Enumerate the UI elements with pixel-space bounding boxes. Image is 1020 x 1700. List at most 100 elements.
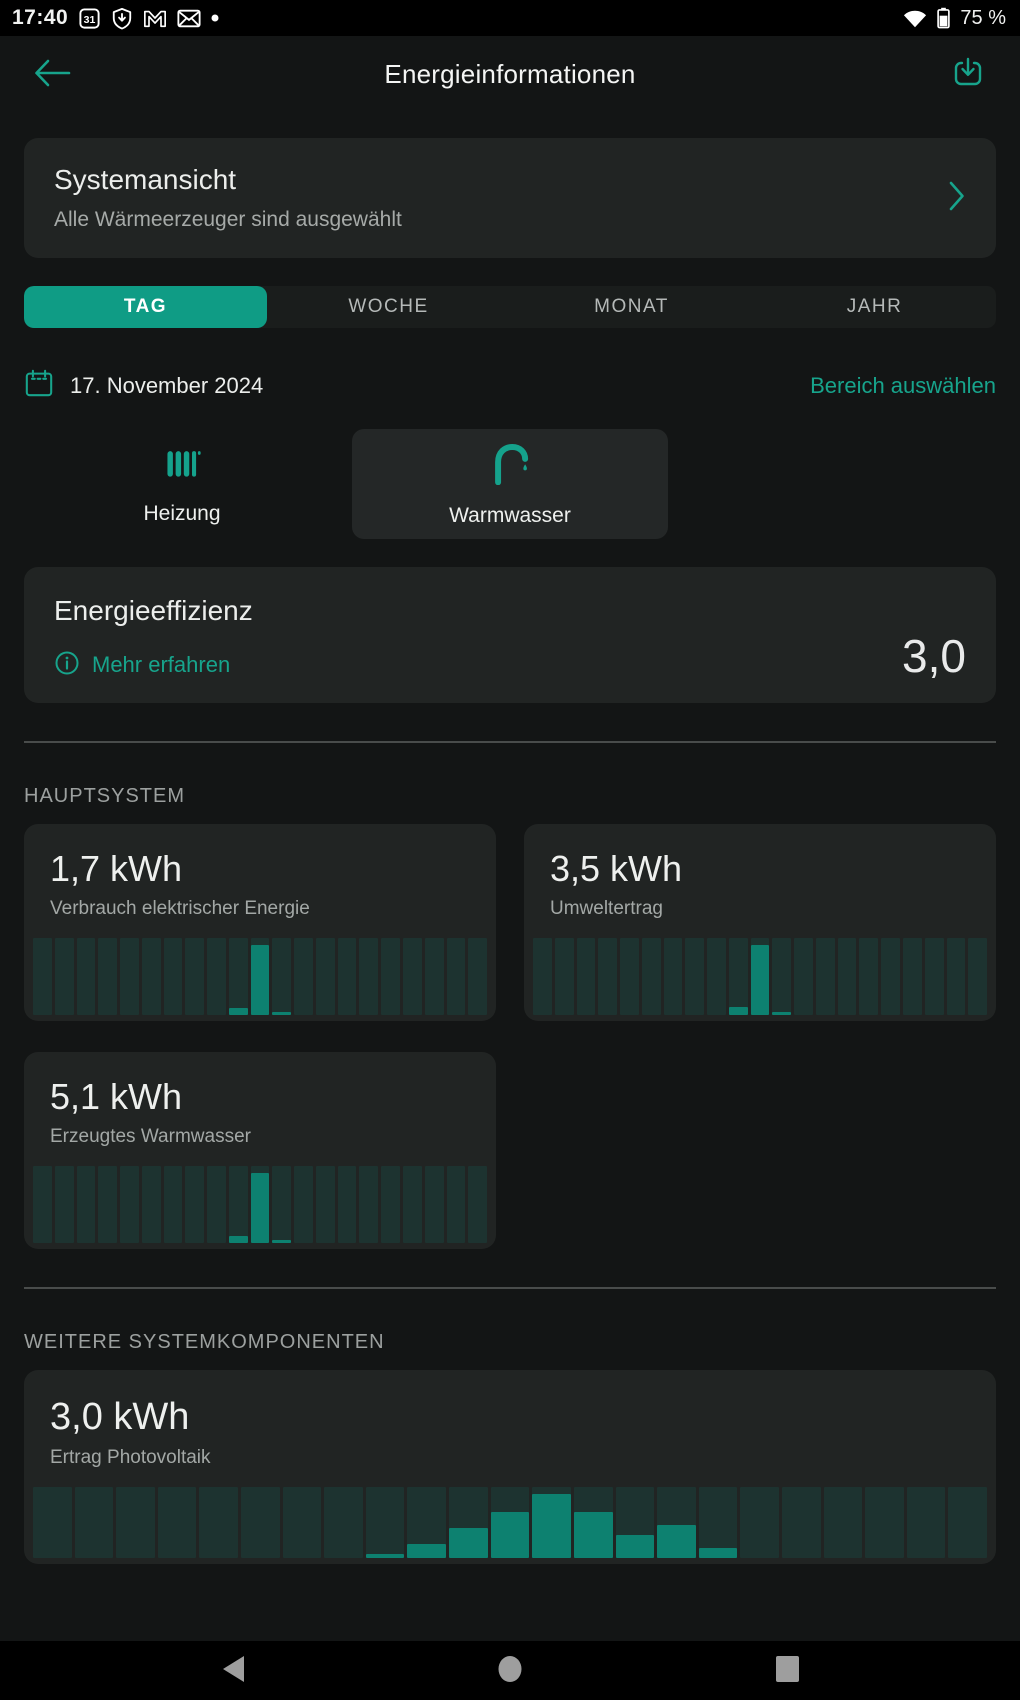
battery-icon <box>937 7 951 29</box>
select-range-link[interactable]: Bereich auswählen <box>810 372 996 398</box>
envelope-icon <box>177 9 201 28</box>
nav-home-button[interactable] <box>465 1641 555 1700</box>
play-protect-shield-icon <box>111 7 133 30</box>
system-view-text: Systemansicht Alle Wärmeerzeuger sind au… <box>54 164 402 232</box>
system-view-card[interactable]: Systemansicht Alle Wärmeerzeuger sind au… <box>24 138 996 258</box>
chart-bar <box>76 938 96 1015</box>
chart-bar <box>598 938 618 1015</box>
selected-date: 17. November 2024 <box>70 372 264 398</box>
tab-tag[interactable]: TAG <box>24 286 267 328</box>
chart-bar <box>294 1166 313 1243</box>
chart-bar <box>554 938 574 1015</box>
nav-back-button[interactable] <box>188 1641 278 1700</box>
chart-bar <box>337 938 357 1015</box>
chart-bar <box>663 938 683 1015</box>
chart-bar <box>750 938 770 1015</box>
status-bar-left: 17:40 31 <box>12 6 219 30</box>
chart-bar <box>33 1487 72 1558</box>
chart-bar <box>407 1487 447 1558</box>
chart-bar <box>449 1487 488 1558</box>
chart-bar <box>381 938 401 1015</box>
chart-bar <box>74 1487 114 1558</box>
android-nav-bar <box>0 1641 1020 1700</box>
back-arrow-icon <box>33 58 71 91</box>
chart-bar <box>54 938 74 1015</box>
chart-bar <box>163 938 183 1015</box>
page-title: Energieinformationen <box>384 58 636 89</box>
efficiency-value: 3,0 <box>902 630 966 682</box>
environmental-yield-card[interactable]: 3,5 kWh Umweltertrag <box>524 824 996 1021</box>
chart-bar <box>794 938 813 1015</box>
chart-bar <box>815 938 835 1015</box>
download-icon <box>951 56 985 93</box>
radiator-icon <box>160 443 204 486</box>
tab-woche[interactable]: WOCHE <box>267 286 510 328</box>
back-button[interactable] <box>30 52 74 96</box>
filter-heizung[interactable]: Heizung <box>24 429 340 539</box>
tab-monat[interactable]: MONAT <box>510 286 753 328</box>
metric-top: 3,5 kWh Umweltertrag <box>524 824 996 920</box>
chart-bar <box>163 1166 183 1243</box>
filter-label: Warmwasser <box>449 503 571 527</box>
chart-bar <box>120 1166 139 1243</box>
chart-bar <box>903 938 922 1015</box>
chart-bar <box>315 938 335 1015</box>
chart-bar <box>576 938 596 1015</box>
chart-bar <box>365 1487 405 1558</box>
gmail-icon <box>143 8 167 28</box>
chart-bar <box>141 1166 161 1243</box>
hot-water-value: 5,1 kWh <box>50 1076 183 1117</box>
chart-bar <box>533 938 552 1015</box>
date-picker[interactable]: 17. November 2024 <box>24 368 263 403</box>
chart-bar <box>250 1166 270 1243</box>
chart-bar <box>228 1166 248 1243</box>
chart-bar <box>403 1166 422 1243</box>
metric-top: 5,1 kWh Erzeugtes Warmwasser <box>24 1052 496 1148</box>
chart-bar <box>120 938 139 1015</box>
chart-bar <box>615 1487 655 1558</box>
battery-percentage: 75 % <box>960 6 1006 29</box>
chart-bar <box>641 938 661 1015</box>
filter-warmwasser[interactable]: Warmwasser <box>352 429 668 539</box>
chart-bar <box>707 938 726 1015</box>
metric-top: 1,7 kWh Verbrauch elektrischer Energie <box>24 824 496 920</box>
learn-more-label: Mehr erfahren <box>92 651 231 677</box>
chart-bar <box>33 938 52 1015</box>
chart-bar <box>740 1487 779 1558</box>
chart-bar <box>468 1166 488 1243</box>
photovoltaic-card[interactable]: 3,0 kWh Ertrag Photovoltaik <box>24 1370 996 1564</box>
app-header: Energieinformationen <box>0 36 1020 112</box>
chart-bar <box>337 1166 357 1243</box>
chart-bar <box>228 938 248 1015</box>
chart-bar <box>272 1166 292 1243</box>
chart-bar <box>859 938 879 1015</box>
chart-bar <box>865 1487 904 1558</box>
period-tab-bar: TAG WOCHE MONAT JAHR <box>24 286 996 328</box>
chart-bar <box>924 938 944 1015</box>
chart-bar <box>685 938 705 1015</box>
consumption-label: Verbrauch elektrischer Energie <box>50 898 310 919</box>
learn-more-link[interactable]: Mehr erfahren <box>54 650 230 679</box>
chart-bar <box>294 938 313 1015</box>
tab-jahr[interactable]: JAHR <box>753 286 996 328</box>
section-label-weitere-systemkomponenten: WEITERE SYSTEMKOMPONENTEN <box>24 1331 385 1353</box>
energy-efficiency-card: Energieeffizienz Mehr erfahren 3,0 <box>24 567 996 703</box>
system-view-subtitle: Alle Wärmeerzeuger sind ausgewählt <box>54 208 402 231</box>
nav-recents-button[interactable] <box>743 1641 833 1700</box>
chart-bar <box>620 938 639 1015</box>
hot-water-card[interactable]: 5,1 kWh Erzeugtes Warmwasser <box>24 1052 496 1249</box>
efficiency-title: Energieeffizienz <box>54 595 253 626</box>
filter-label: Heizung <box>143 501 221 525</box>
grid-empty-slot <box>524 1052 996 1249</box>
status-bar: 17:40 31 75 % <box>0 0 1020 36</box>
chart-bar <box>881 938 901 1015</box>
status-bar-right: 75 % <box>903 7 1006 30</box>
export-button[interactable] <box>946 52 990 96</box>
filter-row: Heizung Warmwasser <box>24 429 996 539</box>
consumption-card[interactable]: 1,7 kWh Verbrauch elektrischer Energie <box>24 824 496 1021</box>
chart-bar <box>468 938 488 1015</box>
content: Systemansicht Alle Wärmeerzeuger sind au… <box>0 138 1020 1564</box>
environmental-yield-chart <box>533 938 988 1015</box>
chart-bar <box>698 1487 738 1558</box>
chart-bar <box>837 938 857 1015</box>
